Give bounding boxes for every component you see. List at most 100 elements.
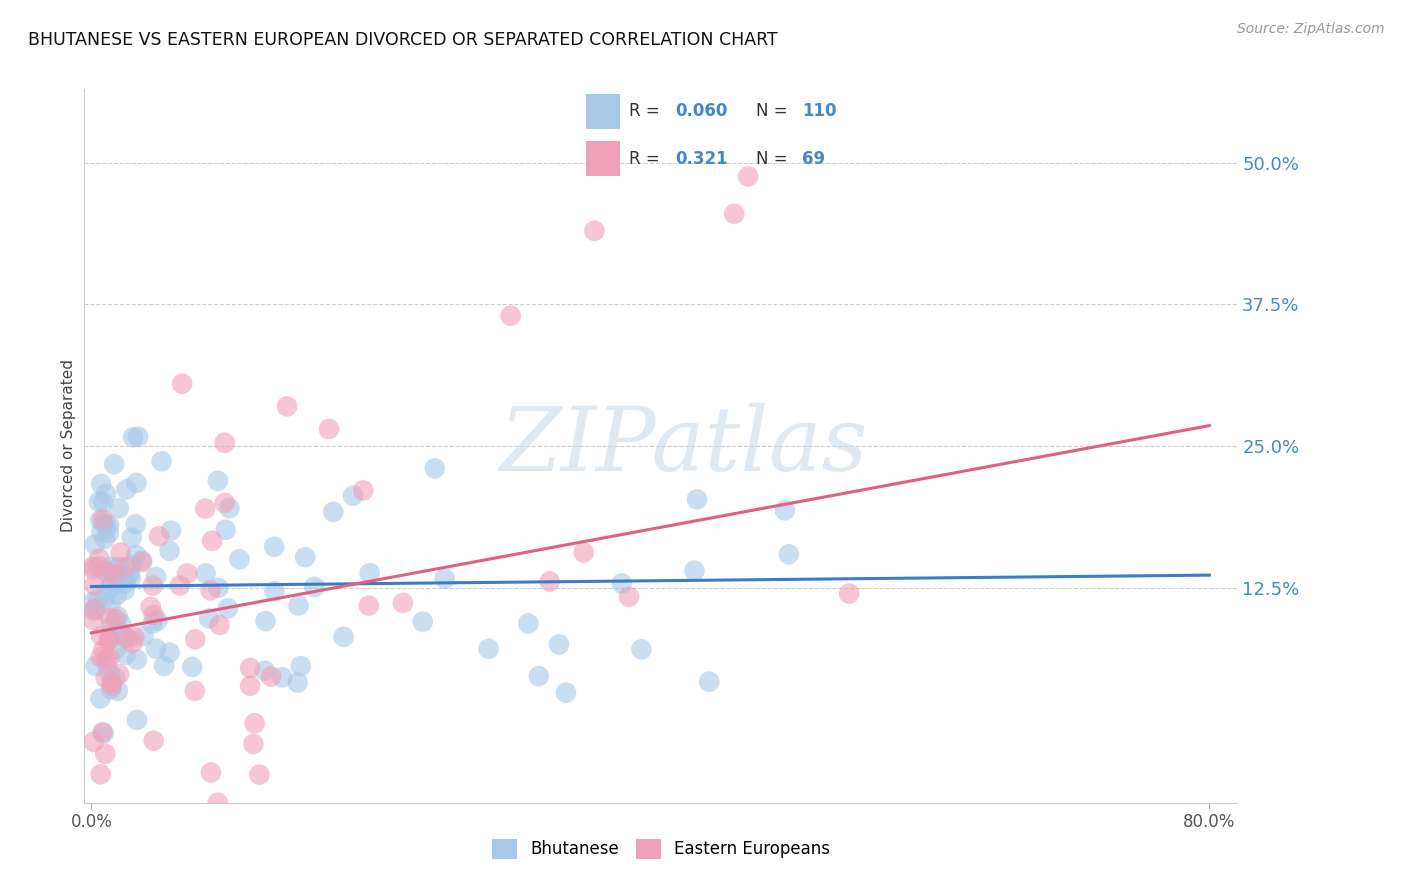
Eastern Europeans [131, 555, 153, 569]
Bhutanese [87, 559, 110, 574]
Bhutanese [90, 477, 112, 491]
Eastern Europeans [82, 559, 104, 574]
Bhutanese [159, 646, 181, 660]
Eastern Europeans [139, 599, 162, 614]
Eastern Europeans [499, 309, 522, 323]
Eastern Europeans [83, 602, 105, 616]
Bhutanese [100, 598, 122, 612]
Bhutanese [108, 501, 131, 516]
Text: N =: N = [756, 150, 793, 168]
Bhutanese [253, 664, 276, 678]
Bhutanese [100, 574, 122, 589]
Eastern Europeans [200, 765, 222, 780]
Eastern Europeans [96, 565, 118, 579]
Bhutanese [683, 564, 706, 578]
Bhutanese [114, 583, 136, 598]
Eastern Europeans [176, 566, 198, 581]
Bhutanese [132, 629, 155, 643]
Bhutanese [93, 563, 115, 577]
Eastern Europeans [194, 501, 217, 516]
Eastern Europeans [83, 735, 105, 749]
Text: BHUTANESE VS EASTERN EUROPEAN DIVORCED OR SEPARATED CORRELATION CHART: BHUTANESE VS EASTERN EUROPEAN DIVORCED O… [28, 31, 778, 49]
Eastern Europeans [101, 679, 124, 693]
Bhutanese [181, 660, 204, 674]
Text: 110: 110 [803, 103, 837, 120]
Eastern Europeans [142, 578, 165, 592]
Bhutanese [121, 531, 143, 545]
Bhutanese [94, 532, 117, 546]
Bhutanese [89, 691, 111, 706]
Bhutanese [478, 641, 501, 656]
Bhutanese [322, 505, 344, 519]
Bhutanese [145, 570, 167, 584]
Bhutanese [94, 487, 117, 501]
Bhutanese [82, 603, 104, 617]
Eastern Europeans [94, 671, 117, 685]
Eastern Europeans [352, 483, 374, 498]
Text: Source: ZipAtlas.com: Source: ZipAtlas.com [1237, 22, 1385, 37]
Text: N =: N = [756, 103, 793, 120]
Bhutanese [548, 638, 571, 652]
Bhutanese [125, 549, 148, 563]
Eastern Europeans [169, 578, 191, 592]
Eastern Europeans [110, 546, 132, 560]
Bhutanese [89, 513, 111, 527]
Bhutanese [112, 576, 135, 591]
Bhutanese [215, 523, 238, 537]
Bhutanese [105, 588, 128, 602]
Bhutanese [198, 611, 221, 625]
Bhutanese [87, 592, 110, 607]
Eastern Europeans [723, 207, 745, 221]
Eastern Europeans [242, 737, 264, 751]
Bhutanese [630, 642, 652, 657]
Bhutanese [433, 572, 456, 586]
Eastern Europeans [201, 533, 224, 548]
Bhutanese [271, 670, 294, 684]
Bhutanese [115, 483, 138, 497]
Bhutanese [153, 659, 176, 673]
Bhutanese [93, 516, 115, 531]
Bhutanese [141, 616, 163, 631]
Text: R =: R = [628, 103, 665, 120]
Eastern Europeans [838, 586, 860, 600]
Text: 0.321: 0.321 [675, 150, 728, 168]
Bhutanese [93, 726, 115, 740]
Eastern Europeans [101, 567, 124, 582]
Bhutanese [304, 580, 326, 594]
Eastern Europeans [583, 224, 606, 238]
Eastern Europeans [249, 767, 271, 781]
Eastern Europeans [114, 560, 136, 574]
Bhutanese [107, 684, 129, 698]
Bhutanese [111, 626, 134, 640]
Bhutanese [96, 658, 118, 673]
Eastern Europeans [214, 496, 236, 510]
Text: 0.060: 0.060 [675, 103, 728, 120]
Bhutanese [100, 619, 122, 633]
Bhutanese [263, 540, 285, 554]
Eastern Europeans [97, 632, 120, 647]
Text: ZIPatlas: ZIPatlas [499, 402, 868, 490]
Bhutanese [84, 603, 107, 617]
Bhutanese [697, 674, 720, 689]
Eastern Europeans [276, 400, 298, 414]
Bhutanese [100, 559, 122, 574]
Eastern Europeans [104, 612, 127, 626]
Bhutanese [127, 652, 149, 666]
Text: 69: 69 [803, 150, 825, 168]
Bhutanese [83, 537, 105, 551]
Bhutanese [159, 544, 181, 558]
Bhutanese [125, 475, 148, 490]
Bhutanese [131, 553, 153, 567]
Bhutanese [287, 675, 309, 690]
Bhutanese [263, 584, 285, 599]
Bhutanese [103, 628, 125, 642]
Bhutanese [93, 592, 115, 607]
Eastern Europeans [172, 376, 194, 391]
Bhutanese [108, 560, 131, 574]
Bar [586, 141, 620, 176]
Eastern Europeans [260, 670, 283, 684]
Eastern Europeans [142, 733, 165, 747]
Bhutanese [290, 659, 312, 673]
Bhutanese [207, 581, 229, 595]
Y-axis label: Divorced or Separated: Divorced or Separated [60, 359, 76, 533]
